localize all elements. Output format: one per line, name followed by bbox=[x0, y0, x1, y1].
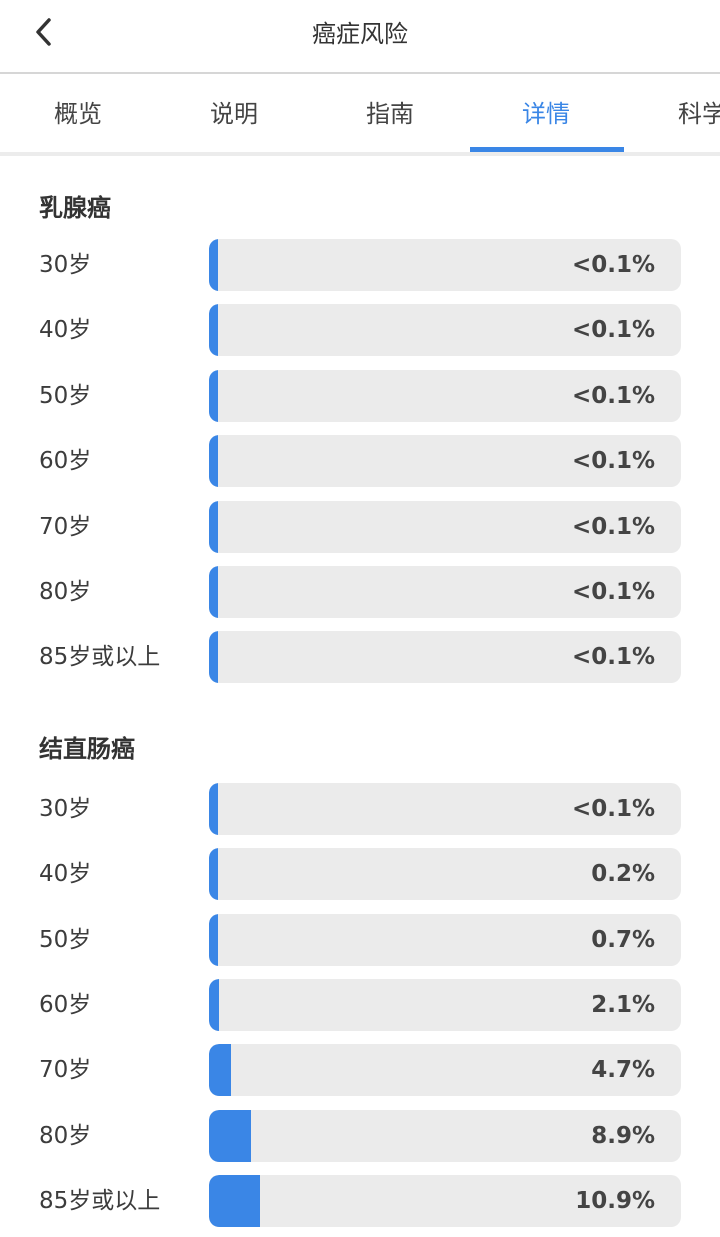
risk-bar: <0.1% bbox=[209, 304, 681, 357]
risk-bar: <0.1% bbox=[209, 239, 681, 291]
risk-bar-fill bbox=[209, 565, 218, 618]
section-title: 结直肠癌 bbox=[39, 734, 135, 763]
risk-row: 80岁 <0.1% bbox=[39, 563, 720, 628]
risk-row: 60岁 <0.1% bbox=[39, 432, 720, 497]
risk-bar: <0.1% bbox=[209, 369, 681, 422]
back-button[interactable] bbox=[30, 14, 60, 50]
tab-guide[interactable]: 指南 bbox=[366, 100, 414, 128]
risk-bar: 0.2% bbox=[209, 848, 681, 901]
risk-row: 85岁或以上 10.9% bbox=[39, 1172, 720, 1237]
risk-value: <0.1% bbox=[571, 382, 655, 409]
risk-row: 80岁 8.9% bbox=[39, 1107, 720, 1172]
risk-row: 50岁 0.7% bbox=[39, 911, 720, 976]
age-label: 40岁 bbox=[39, 861, 92, 888]
age-label: 60岁 bbox=[39, 991, 92, 1018]
risk-value: 0.2% bbox=[591, 861, 655, 888]
tab-details[interactable]: 详情 bbox=[468, 74, 624, 152]
risk-bar-fill bbox=[209, 1109, 251, 1162]
age-label: 60岁 bbox=[39, 448, 92, 475]
risk-row: 50岁 <0.1% bbox=[39, 367, 720, 432]
age-label: 30岁 bbox=[39, 795, 92, 822]
risk-value: <0.1% bbox=[571, 578, 655, 605]
page-title: 癌症风险 bbox=[312, 20, 408, 48]
risk-value: <0.1% bbox=[571, 252, 655, 278]
risk-bar-fill bbox=[209, 435, 218, 488]
risk-value: <0.1% bbox=[571, 513, 655, 540]
risk-value: <0.1% bbox=[571, 644, 655, 671]
risk-bar-fill bbox=[209, 304, 218, 357]
age-label: 85岁或以上 bbox=[39, 644, 161, 671]
risk-value: <0.1% bbox=[571, 317, 655, 344]
age-label: 50岁 bbox=[39, 926, 92, 953]
risk-bar-fill bbox=[209, 848, 218, 901]
risk-bar: <0.1% bbox=[209, 435, 681, 488]
risk-value: 10.9% bbox=[575, 1188, 655, 1215]
risk-bar: 2.1% bbox=[209, 978, 681, 1031]
risk-value: 4.7% bbox=[591, 1057, 655, 1084]
risk-row: 40岁 0.2% bbox=[39, 845, 720, 910]
section-title: 乳腺癌 bbox=[39, 194, 111, 222]
risk-bar-fill bbox=[209, 500, 218, 553]
top-bar: 癌症风险 bbox=[0, 0, 720, 74]
risk-row: 70岁 <0.1% bbox=[39, 498, 720, 563]
risk-bar: 8.9% bbox=[209, 1109, 681, 1162]
tab-overview[interactable]: 概览 bbox=[54, 100, 102, 128]
risk-value: <0.1% bbox=[571, 795, 655, 822]
risk-bar-fill bbox=[209, 913, 218, 966]
risk-bar: 0.7% bbox=[209, 913, 681, 966]
risk-section: 结直肠癌 30岁 <0.1% 40岁 0.2% 50岁 0.7% 60岁 2.1… bbox=[0, 694, 720, 1237]
risk-bar-fill bbox=[209, 978, 219, 1031]
risk-row: 60岁 2.1% bbox=[39, 976, 720, 1041]
risk-value: 0.7% bbox=[591, 926, 655, 953]
age-label: 80岁 bbox=[39, 1122, 92, 1149]
tab-bar: 概览 说明 指南 详情 科学 bbox=[0, 74, 720, 156]
risk-bar: 10.9% bbox=[209, 1175, 681, 1228]
tab-science[interactable]: 科学 bbox=[678, 100, 720, 128]
risk-row: 30岁 <0.1% bbox=[39, 780, 720, 845]
risk-row: 70岁 4.7% bbox=[39, 1041, 720, 1106]
risk-bar-fill bbox=[209, 239, 218, 291]
risk-bar-fill bbox=[209, 782, 218, 835]
risk-bar: <0.1% bbox=[209, 782, 681, 835]
risk-bar-fill bbox=[209, 1175, 261, 1228]
risk-row: 40岁 <0.1% bbox=[39, 301, 720, 366]
risk-bar-fill bbox=[209, 631, 218, 684]
risk-value: <0.1% bbox=[571, 448, 655, 475]
risk-bar: <0.1% bbox=[209, 500, 681, 553]
risk-bar: 4.7% bbox=[209, 1044, 681, 1097]
risk-bar: <0.1% bbox=[209, 565, 681, 618]
risk-row: 30岁 <0.1% bbox=[39, 236, 720, 301]
chevron-left-icon bbox=[36, 18, 51, 46]
age-label: 85岁或以上 bbox=[39, 1188, 161, 1215]
age-label: 30岁 bbox=[39, 252, 92, 278]
age-label: 80岁 bbox=[39, 578, 92, 605]
age-label: 50岁 bbox=[39, 382, 92, 409]
age-label: 70岁 bbox=[39, 1057, 92, 1084]
risk-row: 85岁或以上 <0.1% bbox=[39, 628, 720, 693]
age-label: 70岁 bbox=[39, 513, 92, 540]
risk-bar-fill bbox=[209, 369, 218, 422]
risk-value: 8.9% bbox=[591, 1122, 655, 1149]
risk-value: 2.1% bbox=[591, 991, 655, 1018]
tab-description[interactable]: 说明 bbox=[210, 100, 258, 128]
risk-bar: <0.1% bbox=[209, 631, 681, 684]
age-label: 40岁 bbox=[39, 317, 92, 344]
risk-section: 乳腺癌 30岁 <0.1% 40岁 <0.1% 50岁 <0.1% 60岁 <0… bbox=[0, 156, 720, 694]
risk-bar-fill bbox=[209, 1044, 232, 1097]
